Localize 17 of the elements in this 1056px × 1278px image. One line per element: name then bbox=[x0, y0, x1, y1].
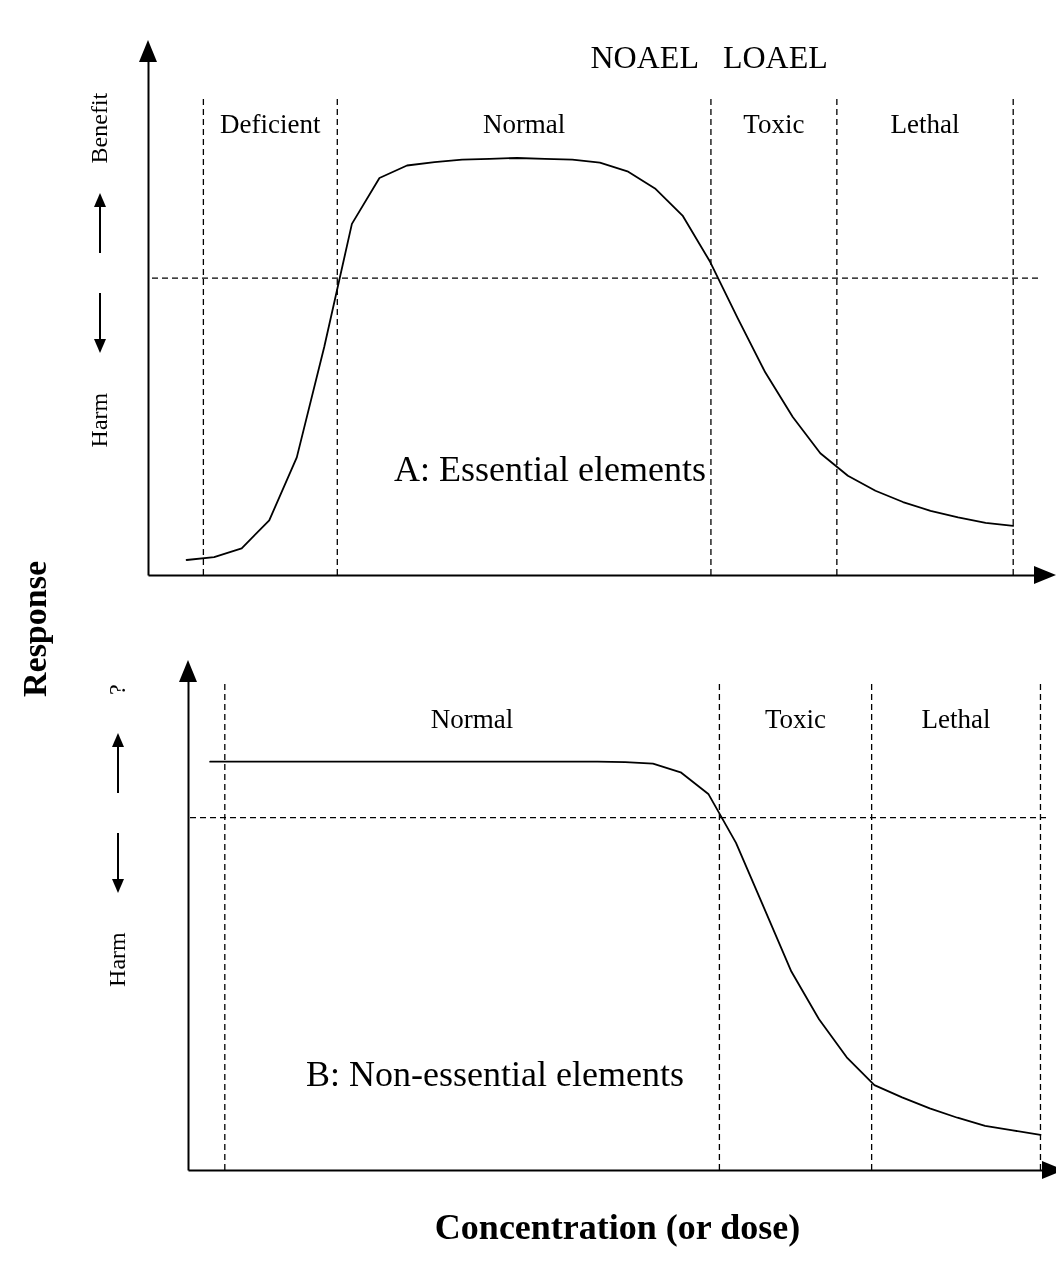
text: B: Non-essential elements bbox=[306, 1054, 684, 1094]
text: Harm bbox=[86, 392, 112, 448]
text: Benefit bbox=[86, 92, 112, 164]
text: Lethal bbox=[921, 704, 991, 734]
text: Harm bbox=[104, 931, 130, 987]
text: LOAEL bbox=[722, 39, 828, 75]
text: Normal bbox=[482, 109, 566, 139]
text: Lethal bbox=[890, 109, 960, 139]
text: NOAEL bbox=[590, 39, 699, 75]
text: ? bbox=[104, 684, 130, 695]
text: Toxic bbox=[764, 704, 827, 734]
y-axis-title: Response bbox=[16, 560, 54, 699]
text: A: Essential elements bbox=[394, 449, 706, 489]
x-axis-title: Concentration (or dose) bbox=[434, 1206, 801, 1247]
text: Deficient bbox=[220, 109, 322, 139]
text: Toxic bbox=[743, 109, 805, 139]
text: Normal bbox=[430, 704, 514, 734]
